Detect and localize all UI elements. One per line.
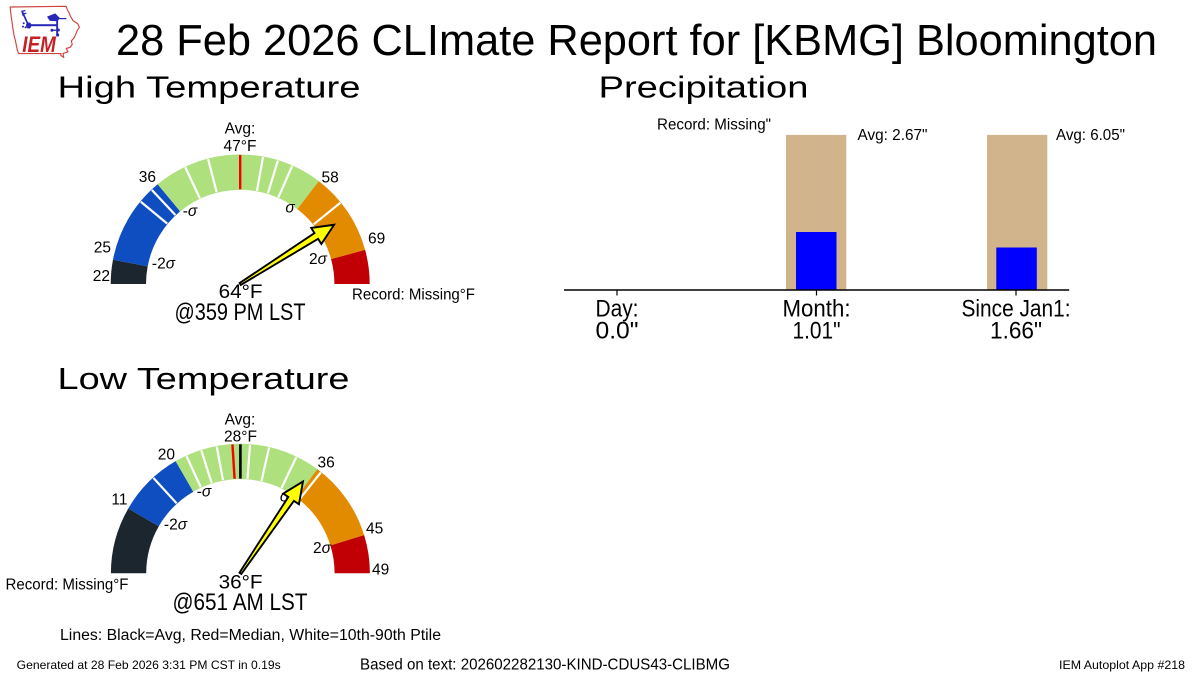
svg-text:58: 58 [322, 170, 339, 187]
svg-text:49: 49 [372, 562, 389, 579]
svg-text:1.01": 1.01" [793, 318, 841, 345]
svg-text:Precipitation: Precipitation [599, 70, 809, 105]
svg-text:Month:: Month: [783, 296, 851, 323]
svg-text:25: 25 [94, 240, 111, 257]
svg-text:σ: σ [280, 489, 290, 506]
svg-text:69: 69 [368, 231, 385, 248]
svg-text:47°F: 47°F [224, 138, 257, 155]
svg-text:Avg:: Avg: [225, 121, 256, 138]
svg-text:2σ: 2σ [313, 540, 332, 557]
svg-text:Based on text: 202602282130-KI: Based on text: 202602282130-KIND-CDUS43-… [360, 656, 730, 673]
svg-text:Record: Missing°F: Record: Missing°F [6, 576, 129, 593]
svg-text:0.0": 0.0" [596, 318, 639, 345]
svg-text:-2σ: -2σ [164, 517, 188, 534]
svg-text:Avg: 2.67": Avg: 2.67" [858, 127, 928, 144]
svg-text:64°F: 64°F [219, 281, 263, 303]
svg-text:Record: Missing°F: Record: Missing°F [352, 287, 475, 304]
svg-text:-σ: -σ [197, 484, 212, 501]
svg-text:High Temperature: High Temperature [58, 70, 361, 105]
svg-text:-2σ: -2σ [152, 256, 176, 273]
svg-text:-σ: -σ [183, 203, 198, 220]
svg-text:2σ: 2σ [309, 251, 328, 268]
svg-text:1.66": 1.66" [990, 318, 1042, 345]
svg-text:@359 PM LST: @359 PM LST [175, 299, 306, 326]
svg-text:σ: σ [285, 200, 295, 217]
svg-text:Avg:: Avg: [225, 412, 256, 429]
svg-text:22: 22 [93, 268, 110, 285]
svg-text:Lines: Black=Avg, Red=Median,: Lines: Black=Avg, Red=Median, White=10th… [60, 627, 441, 644]
svg-text:28 Feb 2026 CLImate Report for: 28 Feb 2026 CLImate Report for [KBMG] Bl… [116, 16, 1157, 65]
svg-text:Low Temperature: Low Temperature [58, 361, 350, 396]
svg-text:28°F: 28°F [224, 429, 257, 446]
svg-text:36: 36 [318, 455, 335, 472]
svg-text:11: 11 [111, 492, 127, 509]
svg-text:Day:: Day: [596, 296, 639, 323]
svg-text:36°F: 36°F [219, 572, 263, 594]
svg-text:IEM: IEM [22, 32, 56, 57]
svg-text:Since Jan1:: Since Jan1: [962, 296, 1071, 323]
svg-text:20: 20 [158, 447, 176, 464]
svg-text:36: 36 [139, 169, 156, 186]
svg-text:Generated at 28 Feb 2026 3:31: Generated at 28 Feb 2026 3:31 PM CST in … [17, 658, 281, 672]
svg-text:@651 AM LST: @651 AM LST [173, 589, 308, 616]
svg-text:Record: Missing": Record: Missing" [657, 117, 771, 134]
svg-text:IEM Autoplot App #218: IEM Autoplot App #218 [1059, 658, 1185, 672]
svg-text:Avg: 6.05": Avg: 6.05" [1056, 127, 1125, 144]
svg-text:45: 45 [366, 521, 383, 538]
